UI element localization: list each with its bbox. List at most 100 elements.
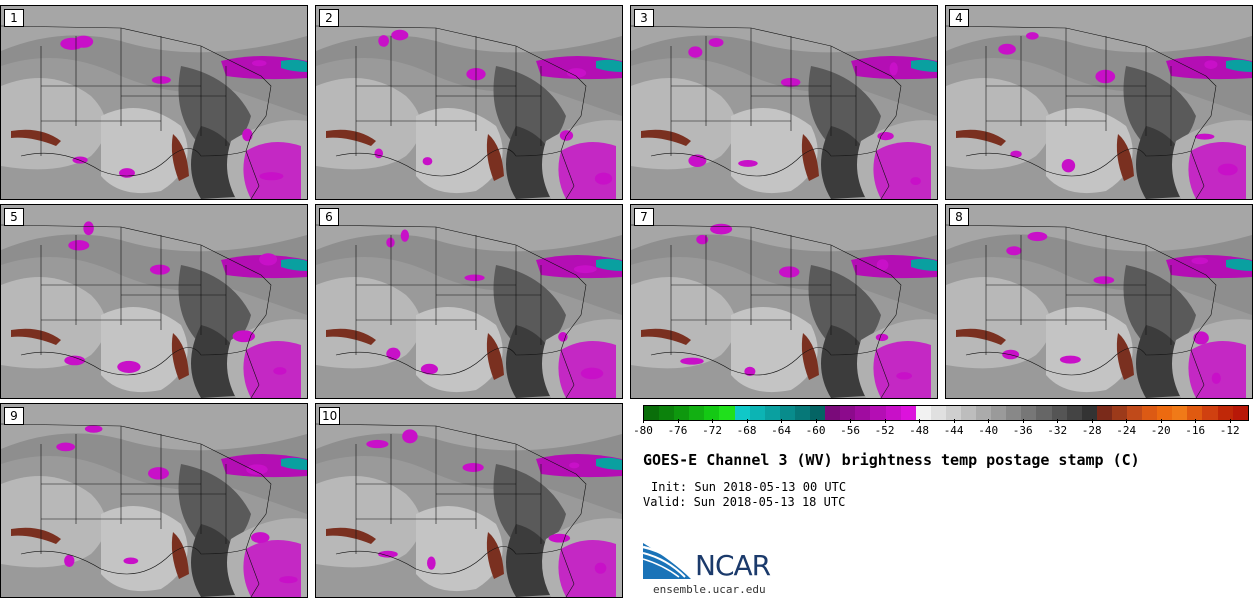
water-vapor-map: [631, 205, 937, 398]
colorbar-tick-label: -76: [667, 424, 688, 437]
postage-stamp-panel: 7: [630, 204, 938, 399]
postage-stamp-panel: 9: [0, 403, 308, 598]
colorbar-segment: [659, 406, 675, 420]
member-number-label: 7: [634, 208, 654, 226]
colorbar-tick-mark: [1057, 419, 1059, 423]
colorbar-segment: [719, 406, 735, 420]
colorbar-segment: [976, 406, 992, 420]
colorbar-tick-mark: [1126, 419, 1128, 423]
init-time: Init: Sun 2018-05-13 00 UTC: [651, 480, 847, 494]
colorbar-segment: [1172, 406, 1188, 420]
water-vapor-map: [631, 6, 937, 199]
colorbar-tick-label: -68: [736, 424, 757, 437]
water-vapor-map: [946, 6, 1252, 199]
colorbar-segment: [1066, 406, 1082, 420]
colorbar-segment: [1036, 406, 1052, 420]
colorbar-segment: [734, 406, 750, 420]
colorbar-tick-mark: [1022, 419, 1024, 423]
water-vapor-map: [316, 205, 622, 398]
colorbar-tick-mark: [815, 419, 817, 423]
colorbar-tick-label: -16: [1185, 424, 1206, 437]
colorbar-tick-label: -40: [978, 424, 999, 437]
colorbar-segment: [1217, 406, 1233, 420]
colorbar-tick-mark: [850, 419, 852, 423]
colorbar-tick-label: -48: [909, 424, 930, 437]
colorbar-tick-label: -72: [702, 424, 722, 437]
colorbar-segment: [825, 406, 841, 420]
postage-stamp-panel: 4: [945, 5, 1253, 200]
colorbar-segment: [674, 406, 690, 420]
postage-stamp-panel: 5: [0, 204, 308, 399]
water-vapor-map: [1, 404, 307, 597]
colorbar-segment: [1202, 406, 1218, 420]
colorbar-tick-mark: [953, 419, 955, 423]
colorbar-tick-label: -20: [1150, 424, 1171, 437]
colorbar-tick-mark: [712, 419, 714, 423]
member-number-label: 3: [634, 9, 654, 27]
colorbar-tick-label: -52: [874, 424, 895, 437]
colorbar-segment: [779, 406, 795, 420]
colorbar-segment: [945, 406, 961, 420]
colorbar-tick-label: -44: [943, 424, 964, 437]
colorbar-tick-mark: [919, 419, 921, 423]
colorbar-segment: [1142, 406, 1158, 420]
logo-wordmark: NCAR: [695, 549, 771, 582]
ncar-logo-icon: [643, 543, 692, 579]
colorbar-segment: [1096, 406, 1112, 420]
colorbar-segment: [915, 406, 931, 420]
colorbar-tick-mark: [884, 419, 886, 423]
colorbar-segment: [840, 406, 856, 420]
logo-url: ensemble.ucar.edu: [653, 583, 766, 596]
colorbar-segment: [1232, 406, 1248, 420]
colorbar-ticks: -80 -76 -72 -68 -64 -60 -56 -52 -48 -44 -40 -36 -32-…: [633, 424, 1247, 438]
colorbar-segment: [1081, 406, 1097, 420]
colorbar-segment: [855, 406, 871, 420]
colorbar-tick-label: -36: [1012, 424, 1033, 437]
postage-stamp-panel: 3: [630, 5, 938, 200]
colorbar-segment: [930, 406, 946, 420]
colorbar-segment: [810, 406, 826, 420]
colorbar-tick-label: -32: [1047, 424, 1068, 437]
colorbar: [643, 405, 1249, 421]
postage-stamp-panel: 10: [315, 403, 623, 598]
colorbar-tick-label: -60: [805, 424, 826, 437]
member-number-label: 8: [949, 208, 969, 226]
postage-stamp-panel: 8: [945, 204, 1253, 399]
colorbar-segment: [900, 406, 916, 420]
colorbar-segment: [1021, 406, 1037, 420]
colorbar-tick-label: -24: [1116, 424, 1137, 437]
colorbar-segment: [1111, 406, 1127, 420]
colorbar-tick-label: -80: [633, 424, 653, 437]
member-number-label: 6: [319, 208, 339, 226]
valid-time: Valid: Sun 2018-05-13 18 UTC: [643, 495, 846, 509]
colorbar-tick-label: -56: [840, 424, 861, 437]
water-vapor-map: [1, 205, 307, 398]
colorbar-tick-mark: [1160, 419, 1162, 423]
colorbar-tick-mark: [988, 419, 990, 423]
colorbar-segment: [794, 406, 811, 420]
water-vapor-map: [1, 6, 307, 199]
colorbar-tick-mark: [1195, 419, 1197, 423]
water-vapor-map: [316, 6, 622, 199]
colorbar-tick-mark: [1091, 419, 1093, 423]
colorbar-segment: [644, 406, 660, 420]
colorbar-segment: [1157, 406, 1173, 420]
member-number-label: 9: [4, 407, 24, 425]
member-number-label: 1: [4, 9, 24, 27]
water-vapor-map: [316, 404, 622, 597]
colorbar-segment: [991, 406, 1007, 420]
colorbar-segment: [1051, 406, 1067, 420]
colorbar-tick-label: -28: [1081, 424, 1102, 437]
colorbar-segment: [1127, 406, 1143, 420]
postage-stamp-panel: 6: [315, 204, 623, 399]
member-number-label: 10: [319, 407, 341, 425]
colorbar-tick-mark: [781, 419, 783, 423]
postage-stamp-panel: 2: [315, 5, 623, 200]
colorbar-segment: [1187, 406, 1203, 420]
colorbar-segment: [885, 406, 901, 420]
member-number-label: 2: [319, 9, 339, 27]
colorbar-segment: [704, 406, 720, 420]
colorbar-tick-mark: [1229, 419, 1231, 423]
colorbar-segment: [749, 406, 765, 420]
figure-title: GOES-E Channel 3 (WV) brightness temp po…: [643, 451, 1140, 469]
